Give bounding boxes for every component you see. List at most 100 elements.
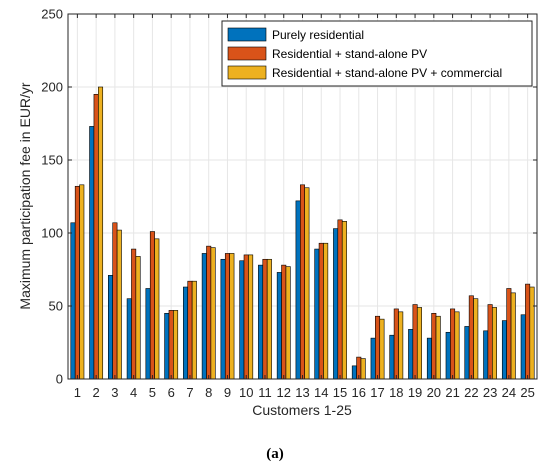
bar-1-customer-24 (501, 320, 507, 380)
y-tick-label: 150 (41, 153, 63, 168)
bar-2-customer-9 (224, 253, 230, 380)
bar-1-customer-6 (164, 312, 170, 380)
bar-2-customer-3 (112, 222, 118, 380)
bar-1-customer-19 (408, 329, 414, 380)
x-tick-label: 25 (520, 385, 534, 400)
bar-3-customer-11 (266, 258, 272, 380)
y-tick-label: 100 (41, 226, 63, 241)
x-tick-label: 20 (427, 385, 441, 400)
bar-1-customer-1 (70, 222, 76, 380)
bar-2-customer-18 (393, 308, 399, 380)
legend-box (221, 20, 533, 87)
bar-1-customer-2 (89, 126, 95, 380)
bar-3-customer-18 (398, 311, 404, 380)
bar-1-customer-21 (445, 331, 451, 380)
bar-3-customer-10 (248, 254, 254, 380)
y-tick-label: 250 (41, 7, 63, 22)
bar-2-customer-14 (318, 242, 324, 380)
bar-3-customer-4 (135, 256, 141, 380)
bar-3-customer-12 (285, 266, 291, 380)
bar-3-customer-15 (341, 221, 347, 380)
legend-swatch-1 (227, 27, 267, 42)
bar-2-customer-6 (168, 310, 174, 380)
bar-1-customer-15 (333, 228, 339, 380)
bar-3-customer-13 (304, 187, 310, 380)
bar-1-customer-8 (201, 253, 207, 380)
x-tick-label: 7 (186, 385, 193, 400)
bar-2-customer-10 (243, 254, 249, 380)
bar-1-customer-11 (258, 264, 264, 380)
x-tick-label: 22 (464, 385, 478, 400)
x-tick-label: 23 (483, 385, 497, 400)
bar-2-customer-20 (431, 312, 437, 380)
legend-label-3: Residential + stand-alone PV + commercia… (272, 66, 502, 80)
bar-3-customer-7 (191, 280, 197, 380)
bar-3-customer-3 (116, 229, 122, 380)
bar-2-customer-4 (131, 248, 137, 380)
bar-2-customer-15 (337, 219, 343, 380)
bar-3-customer-9 (229, 253, 235, 380)
bar-2-customer-19 (412, 304, 418, 380)
bar-2-customer-2 (93, 94, 99, 380)
bar-1-customer-17 (370, 337, 376, 380)
bar-2-customer-5 (149, 231, 155, 380)
bar-2-customer-13 (299, 184, 305, 380)
bar-3-customer-1 (79, 184, 85, 380)
y-axis-title: Maximum participation fee in EUR/yr (17, 82, 33, 310)
bar-2-customer-7 (187, 280, 193, 380)
x-axis-title: Customers 1-25 (252, 402, 352, 418)
bar-3-customer-24 (510, 292, 516, 380)
bar-2-customer-11 (262, 258, 268, 380)
bar-2-customer-23 (487, 304, 493, 380)
x-tick-label: 10 (239, 385, 253, 400)
x-tick-label: 1 (74, 385, 81, 400)
x-tick-label: 13 (295, 385, 309, 400)
axes (67, 13, 538, 380)
bar-3-customer-5 (154, 238, 160, 380)
legend: Purely residential Residential + stand-al… (221, 20, 533, 87)
bar-2-customer-1 (74, 185, 80, 380)
y-tick-label: 200 (41, 80, 63, 95)
bar-2-customer-21 (450, 308, 456, 380)
x-tick-label: 24 (502, 385, 516, 400)
x-tick-label: 19 (408, 385, 422, 400)
bar-2-customer-17 (375, 315, 381, 380)
bar-3-customer-16 (360, 358, 366, 380)
bar-1-customer-23 (483, 330, 489, 380)
bar-2-customer-25 (525, 283, 531, 380)
bar-1-customer-14 (314, 248, 320, 380)
bar-2-customer-8 (206, 245, 212, 380)
bar-3-customer-19 (416, 307, 422, 380)
legend-label-2: Residential + stand-alone PV (272, 47, 427, 61)
bar-1-customer-9 (220, 258, 226, 380)
bar-3-customer-22 (473, 298, 479, 380)
bar-3-customer-17 (379, 318, 385, 380)
bar-1-customer-5 (145, 288, 151, 380)
bar-2-customer-24 (506, 288, 512, 380)
x-tick-label: 18 (389, 385, 403, 400)
bar-1-customer-13 (295, 200, 301, 380)
bar-3-customer-25 (529, 286, 535, 380)
legend-swatch-2 (227, 46, 267, 61)
x-tick-label: 5 (149, 385, 156, 400)
x-tick-label: 14 (314, 385, 328, 400)
bar-3-customer-20 (435, 315, 441, 380)
x-tick-label: 15 (333, 385, 347, 400)
x-tick-label: 9 (224, 385, 231, 400)
bar-1-customer-20 (426, 337, 432, 380)
figure-caption: (a) (266, 446, 284, 462)
bar-3-customer-6 (173, 310, 179, 380)
bar-1-customer-3 (108, 275, 114, 380)
bar-1-customer-7 (183, 286, 189, 380)
bar-3-customer-21 (454, 311, 460, 380)
bar-1-customer-18 (389, 334, 395, 380)
bar-3-customer-2 (98, 86, 104, 380)
legend-swatch-3 (227, 65, 267, 80)
x-tick-label: 8 (205, 385, 212, 400)
bar-1-customer-12 (276, 272, 282, 380)
x-tick-label: 4 (130, 385, 137, 400)
x-tick-label: 16 (352, 385, 366, 400)
x-tick-label: 17 (370, 385, 384, 400)
